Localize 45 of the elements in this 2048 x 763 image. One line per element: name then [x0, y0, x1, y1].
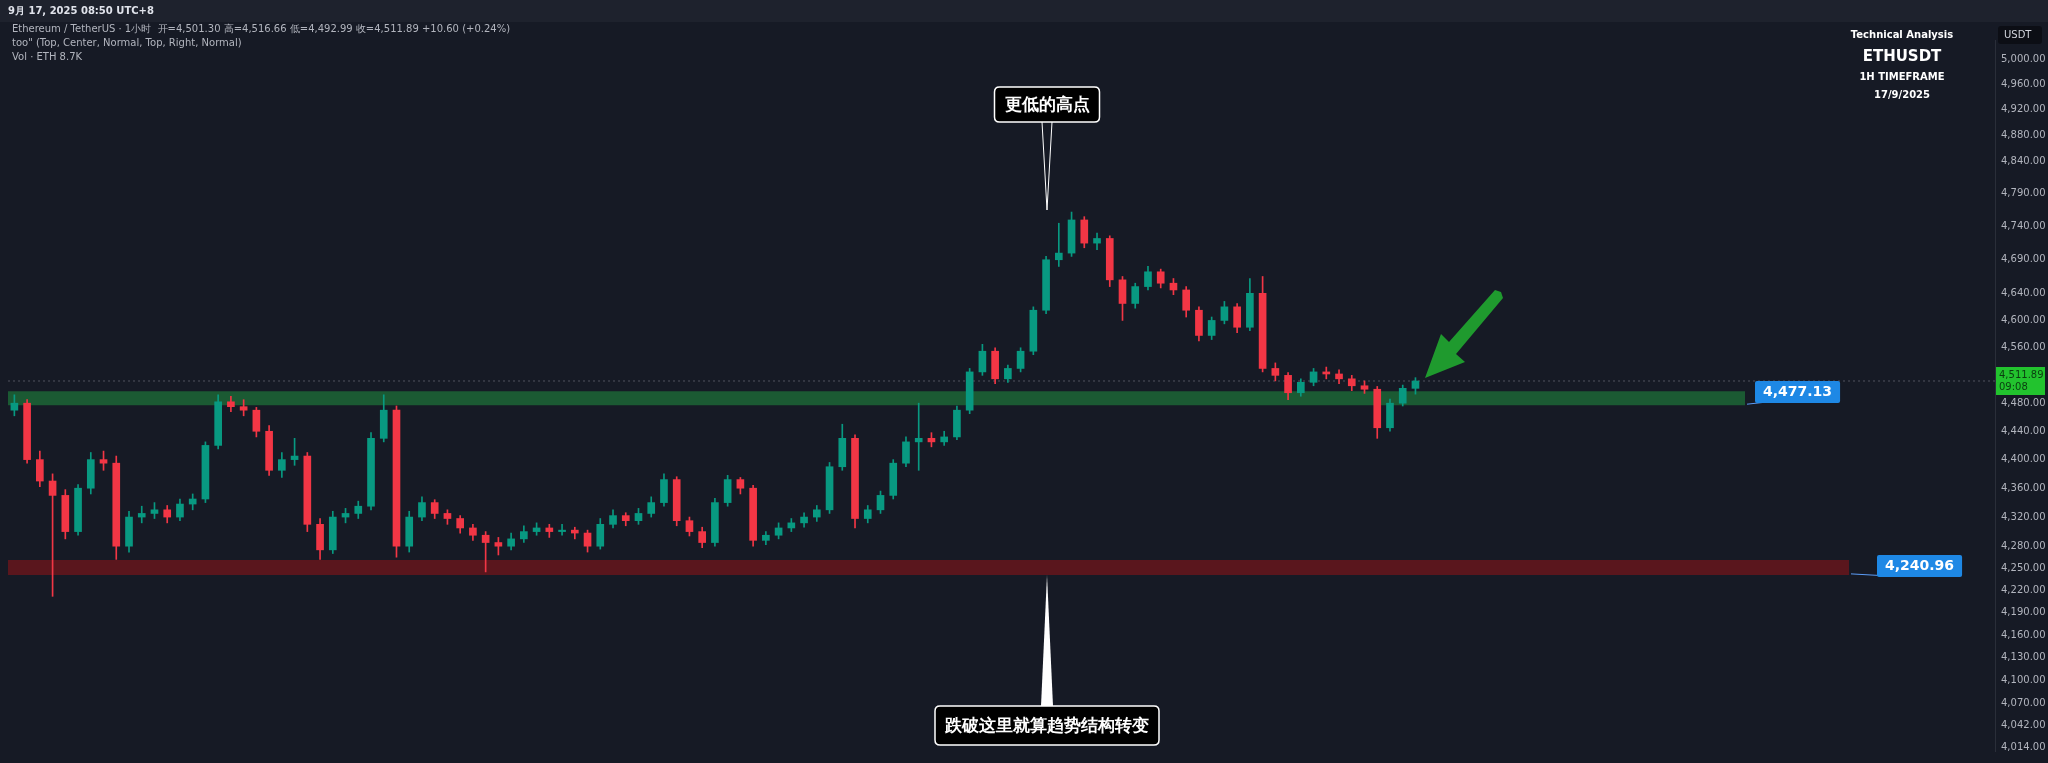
annotation: 17/9/2025: [1873, 88, 1931, 100]
y-tick-label: 4,190.00: [2001, 606, 2046, 618]
y-tick-label: 4,014.00: [2001, 740, 2046, 752]
annotation: 更低的高点: [1004, 93, 1090, 114]
text: Technical Analysis: [1850, 28, 1954, 40]
y-tick-label: 4,360.00: [2001, 481, 2046, 493]
y-tick-label: 4,920.00: [2001, 103, 2046, 115]
y-tick-label: 4,440.00: [2001, 424, 2046, 436]
annotation: 1H TIMEFRAME: [1859, 70, 1945, 82]
text: 09:08: [1999, 380, 2028, 392]
ref-line-label: 4,511.89: [1999, 368, 2044, 380]
annotation: 跌破这里就算趋势结构转变: [944, 714, 1149, 735]
y-axis-title: USDT: [2004, 28, 2033, 40]
candlestick: [1054, 222, 1063, 267]
band-label: 4,240.96: [1885, 556, 1955, 573]
y-tick-label: 4,640.00: [2001, 286, 2046, 298]
candlestick: [558, 523, 566, 536]
candlestick: [914, 402, 923, 471]
text: Ethereum / TetherUS · 1小时 开=4,501.30 高=4,516.66 低=4,492.99 收=4,511.89 +10.60 (+0.24%): [12, 22, 511, 34]
annotation: Vol · ETH 8.7K: [12, 50, 83, 62]
y-tick-label: 4,130.00: [2001, 651, 2046, 663]
y-tick-label: 4,042.00: [2001, 718, 2046, 730]
y-tick-label: 4,160.00: [2001, 628, 2046, 640]
y-tick-label: 4,690.00: [2001, 253, 2046, 265]
y-tick-label: 4,070.00: [2001, 697, 2046, 709]
y-tick-label: 4,740.00: [2001, 220, 2046, 232]
y-tick-label: 4,790.00: [2001, 187, 2046, 199]
y-tick-label: 4,600.00: [2001, 314, 2046, 326]
text: 9月 17, 2025 08:50 UTC+8: [8, 4, 154, 16]
y-tick-label: 4,100.00: [2001, 674, 2046, 686]
y-tick-label: 4,280.00: [2001, 539, 2046, 551]
y-tick-label: 4,400.00: [2001, 453, 2046, 465]
y-tick-label: 4,840.00: [2001, 154, 2046, 166]
y-tick-label: 4,320.00: [2001, 510, 2046, 522]
y-tick-label: 4,960.00: [2001, 78, 2046, 90]
annotation: too" (Top, Center, Normal, Top, Right, Normal): [12, 36, 242, 48]
y-tick-label: 4,560.00: [2001, 341, 2046, 353]
y-tick-label: 4,250.00: [2001, 561, 2046, 573]
y-tick-label: 4,220.00: [2001, 583, 2046, 595]
y-tick-label: 4,880.00: [2001, 129, 2046, 141]
band-label: 4,477.13: [1763, 382, 1833, 399]
y-tick-label: 4,480.00: [2001, 396, 2046, 408]
candlestick: [137, 505, 146, 524]
y-tick-label: 5,000.00: [2001, 52, 2046, 64]
text: ETHUSDT: [1862, 46, 1943, 65]
